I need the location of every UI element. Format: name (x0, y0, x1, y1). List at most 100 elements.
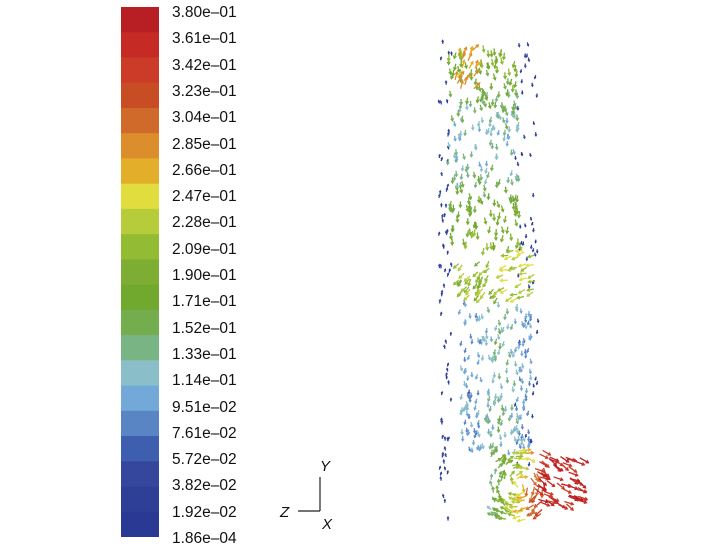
vector-arrow (457, 291, 461, 296)
colorbar-label: 3.82e–02 (172, 478, 237, 494)
colorbar-label: 1.71e–01 (172, 294, 237, 310)
vector-arrow (444, 345, 446, 348)
colorbar-label: 1.90e–01 (172, 268, 237, 284)
vector-arrow (497, 201, 500, 207)
vector-arrow (525, 234, 527, 237)
vector-arrow (438, 100, 440, 103)
vector-arrow (514, 195, 517, 201)
vector-arrow (501, 226, 504, 232)
vector-arrow (464, 295, 469, 300)
vector-arrow (478, 316, 481, 321)
vector-arrow (505, 368, 508, 373)
vector-arrow (464, 130, 467, 135)
vector-arrow (446, 188, 448, 192)
vector-arrow (540, 454, 548, 458)
vector-arrow (520, 69, 522, 72)
vector-arrow (444, 214, 446, 218)
vector-arrow (463, 381, 466, 386)
vector-arrow (469, 313, 471, 318)
vector-arrow (447, 471, 449, 474)
vector-arrow (491, 59, 494, 66)
vector-arrow (447, 517, 449, 521)
vector-arrow (487, 172, 490, 177)
vector-arrow (441, 204, 443, 207)
colorbar-swatch (121, 57, 159, 83)
axis-triad: Y Z X (268, 455, 358, 535)
vector-arrow (491, 165, 494, 171)
vector-arrow (488, 102, 491, 108)
vector-arrow (470, 393, 472, 398)
vector-arrow (455, 149, 458, 155)
vector-arrow (528, 381, 530, 385)
vector-arrow (444, 269, 446, 272)
vector-arrow (497, 130, 499, 135)
vector-arrow (477, 121, 480, 126)
vector-arrow (507, 450, 509, 455)
vector-arrow (447, 54, 450, 61)
vector-arrow (500, 441, 503, 446)
vector-arrow (506, 308, 509, 313)
vector-arrow (461, 429, 464, 434)
vector-arrow (516, 115, 519, 121)
vector-arrow (469, 447, 471, 451)
vector-arrow (512, 256, 518, 259)
vector-arrow (498, 349, 500, 354)
vector-arrow (510, 324, 513, 329)
vector-arrow (513, 449, 516, 454)
vector-arrow (481, 314, 484, 319)
vector-arrow (454, 136, 457, 141)
colorbar-label: 2.47e–01 (172, 189, 237, 205)
vector-arrow (569, 472, 578, 476)
vector-arrow (514, 319, 516, 324)
vector-arrow (481, 118, 484, 123)
vector-arrow (523, 436, 526, 441)
vector-arrow (501, 254, 508, 257)
vector-arrow (527, 321, 529, 325)
vector-arrow (507, 177, 510, 182)
vector-arrow (569, 467, 577, 472)
vector-arrow (505, 123, 508, 128)
vector-arrow (489, 140, 492, 145)
vector-arrow (494, 394, 497, 399)
vector-arrow (471, 339, 473, 343)
vector-arrow (440, 477, 442, 481)
colorbar-swatch (121, 83, 159, 109)
vector-arrow (451, 115, 454, 121)
vector-arrow (527, 292, 533, 296)
vector-arrow (520, 385, 523, 390)
vector-arrow (564, 502, 573, 506)
colorbar-label: 2.28e–01 (172, 215, 237, 231)
vector-arrow (512, 61, 515, 67)
vector-arrow (521, 79, 523, 82)
colorbar-swatch (121, 360, 159, 386)
vector-arrow (450, 263, 452, 267)
vector-arrow (502, 53, 505, 60)
vector-arrow (464, 357, 466, 361)
vector-arrow (500, 279, 508, 282)
vector-arrow (500, 265, 506, 269)
vector-arrow (500, 420, 503, 425)
vector-arrow (533, 384, 535, 387)
vector-arrow (504, 216, 507, 222)
vector-arrow (474, 405, 476, 409)
vector-arrow (527, 288, 534, 291)
vector-arrow (447, 368, 449, 371)
vector-arrow (498, 179, 501, 185)
vector-arrow (513, 482, 518, 488)
vector-arrow (505, 256, 512, 259)
colorbar-label: 3.61e–01 (172, 31, 237, 47)
vector-arrow (503, 72, 506, 78)
vector-arrow (521, 379, 523, 384)
vector-arrow (469, 62, 473, 69)
vector-arrow (446, 100, 448, 103)
vector-arrow (516, 238, 519, 245)
vector-arrow (475, 313, 477, 318)
vector-arrow (492, 242, 495, 248)
vector-arrow (482, 248, 485, 255)
vector-arrow (464, 75, 470, 81)
vector-arrow (445, 204, 447, 207)
vector-arrow (487, 389, 489, 394)
vector-arrow (527, 429, 529, 433)
vector-arrow (536, 249, 538, 252)
vector-arrow (474, 182, 477, 187)
